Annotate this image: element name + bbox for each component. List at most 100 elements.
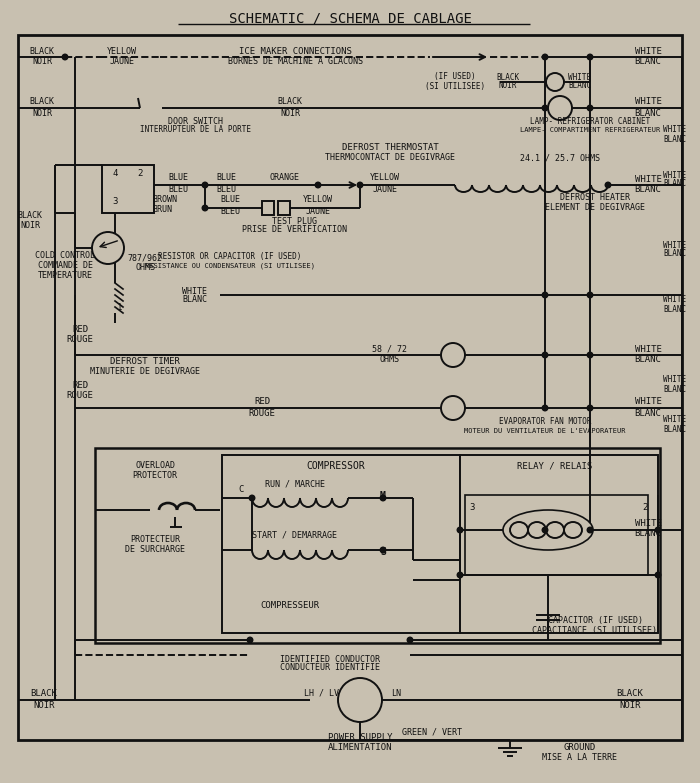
Text: JAUNE: JAUNE (372, 185, 398, 193)
Text: BLANC: BLANC (664, 250, 687, 258)
Bar (95, 448, 660, 643)
Text: 4: 4 (112, 168, 118, 178)
Text: NOIR: NOIR (498, 81, 517, 91)
Text: WHITE: WHITE (568, 73, 592, 81)
Circle shape (655, 572, 661, 578)
Text: OHMS: OHMS (380, 355, 400, 365)
Text: NOIR: NOIR (20, 221, 40, 229)
Text: LAMP- REFRIGERATOR CABINET: LAMP- REFRIGERATOR CABINET (530, 117, 650, 125)
Circle shape (441, 396, 465, 420)
Circle shape (92, 232, 124, 264)
Text: WHITE: WHITE (635, 345, 661, 353)
Text: COLD CONTROL: COLD CONTROL (35, 251, 95, 261)
Text: BLANC: BLANC (635, 409, 661, 417)
Text: ORANGE: ORANGE (269, 172, 299, 182)
Text: DEFROST HEATER: DEFROST HEATER (560, 193, 630, 203)
Text: BLANC: BLANC (635, 529, 661, 539)
Text: INTERRUPTEUR DE LA PORTE: INTERRUPTEUR DE LA PORTE (139, 125, 251, 135)
Text: NOIR: NOIR (620, 701, 640, 709)
Circle shape (587, 293, 592, 298)
Text: WHITE: WHITE (664, 295, 687, 305)
Circle shape (546, 73, 564, 91)
Text: COMPRESSEUR: COMPRESSEUR (260, 601, 320, 609)
Text: ROUGE: ROUGE (66, 391, 93, 399)
Circle shape (548, 96, 572, 120)
Text: BRUN: BRUN (152, 204, 172, 214)
Text: COMMANDE DE: COMMANDE DE (38, 262, 92, 270)
Text: BLEU: BLEU (220, 207, 240, 217)
Text: BLACK: BLACK (18, 211, 43, 219)
Text: 787/962: 787/962 (127, 254, 162, 262)
Circle shape (316, 182, 321, 187)
Text: 58 / 72: 58 / 72 (372, 345, 407, 353)
Circle shape (338, 678, 382, 722)
Text: WHITE: WHITE (664, 416, 687, 424)
Text: RED: RED (72, 326, 88, 334)
Text: BLANC: BLANC (664, 179, 687, 189)
Text: NOIR: NOIR (280, 109, 300, 117)
Text: LH / LV: LH / LV (304, 688, 340, 698)
Bar (222, 455, 460, 633)
Text: DEFROST TIMER: DEFROST TIMER (110, 356, 180, 366)
Text: BLANC: BLANC (635, 57, 661, 67)
Circle shape (587, 55, 592, 60)
Text: YELLOW: YELLOW (107, 46, 137, 56)
Circle shape (458, 528, 463, 532)
Circle shape (587, 528, 592, 532)
Text: 1: 1 (118, 302, 122, 312)
Text: RESISTOR OR CAPACITOR (IF USED): RESISTOR OR CAPACITOR (IF USED) (158, 251, 302, 261)
Circle shape (587, 106, 592, 110)
Text: GREEN / VERT: GREEN / VERT (402, 727, 462, 737)
Text: BLANC: BLANC (664, 135, 687, 143)
Text: MISE A LA TERRE: MISE A LA TERRE (542, 753, 617, 763)
Text: OVERLOAD: OVERLOAD (135, 460, 175, 470)
Text: ROUGE: ROUGE (248, 409, 275, 417)
Circle shape (542, 293, 547, 298)
Text: BLACK: BLACK (617, 688, 643, 698)
Text: YELLOW: YELLOW (303, 196, 333, 204)
Circle shape (62, 55, 67, 60)
Text: RED: RED (254, 396, 270, 406)
Text: BLACK: BLACK (29, 98, 55, 106)
Text: EVAPORATOR FAN MOTOR: EVAPORATOR FAN MOTOR (498, 417, 592, 427)
Bar (278, 201, 290, 215)
Text: BLACK: BLACK (496, 73, 519, 81)
Text: GROUND: GROUND (564, 742, 596, 752)
Text: YELLOW: YELLOW (370, 172, 400, 182)
Text: START / DEMARRAGE: START / DEMARRAGE (253, 531, 337, 539)
Text: BLANC: BLANC (664, 424, 687, 434)
Circle shape (381, 496, 386, 500)
Text: BLANC: BLANC (183, 295, 207, 305)
Text: DEFROST THERMOSTAT: DEFROST THERMOSTAT (342, 143, 438, 153)
Text: BLACK: BLACK (31, 690, 57, 698)
Text: BLEU: BLEU (216, 185, 236, 193)
Text: 3: 3 (469, 503, 475, 513)
Text: BLANC: BLANC (664, 305, 687, 313)
Text: RUN / MARCHE: RUN / MARCHE (265, 479, 325, 489)
Text: WHITE: WHITE (635, 175, 661, 183)
Text: ROUGE: ROUGE (66, 335, 93, 345)
Text: TEST PLUG: TEST PLUG (272, 217, 318, 226)
Text: ALIMENTATION: ALIMENTATION (328, 744, 392, 752)
Text: JAUNE: JAUNE (305, 207, 330, 217)
Text: BROWN: BROWN (152, 196, 177, 204)
Text: POWER SUPPLY: POWER SUPPLY (328, 733, 392, 742)
Text: MOTEUR DU VENTILATEUR DE L'EVAPORATEUR: MOTEUR DU VENTILATEUR DE L'EVAPORATEUR (464, 428, 626, 434)
Text: LN: LN (391, 688, 401, 698)
Text: TEMPERATURE: TEMPERATURE (38, 272, 92, 280)
Bar (460, 455, 658, 633)
Text: 3: 3 (112, 197, 118, 207)
Text: BLEU: BLEU (168, 185, 188, 193)
Text: BLANC: BLANC (635, 186, 661, 194)
Text: WHITE: WHITE (635, 98, 661, 106)
Circle shape (587, 352, 592, 358)
Text: 24.1 / 25.7 OHMS: 24.1 / 25.7 OHMS (520, 153, 600, 163)
Circle shape (542, 106, 547, 110)
Text: M: M (380, 491, 386, 501)
Text: WHITE: WHITE (635, 398, 661, 406)
Text: WHITE: WHITE (664, 240, 687, 250)
Circle shape (249, 496, 255, 500)
Circle shape (202, 205, 207, 211)
Text: MINUTERIE DE DEGIVRAGE: MINUTERIE DE DEGIVRAGE (90, 366, 200, 376)
Text: DOOR SWITCH: DOOR SWITCH (167, 117, 223, 125)
